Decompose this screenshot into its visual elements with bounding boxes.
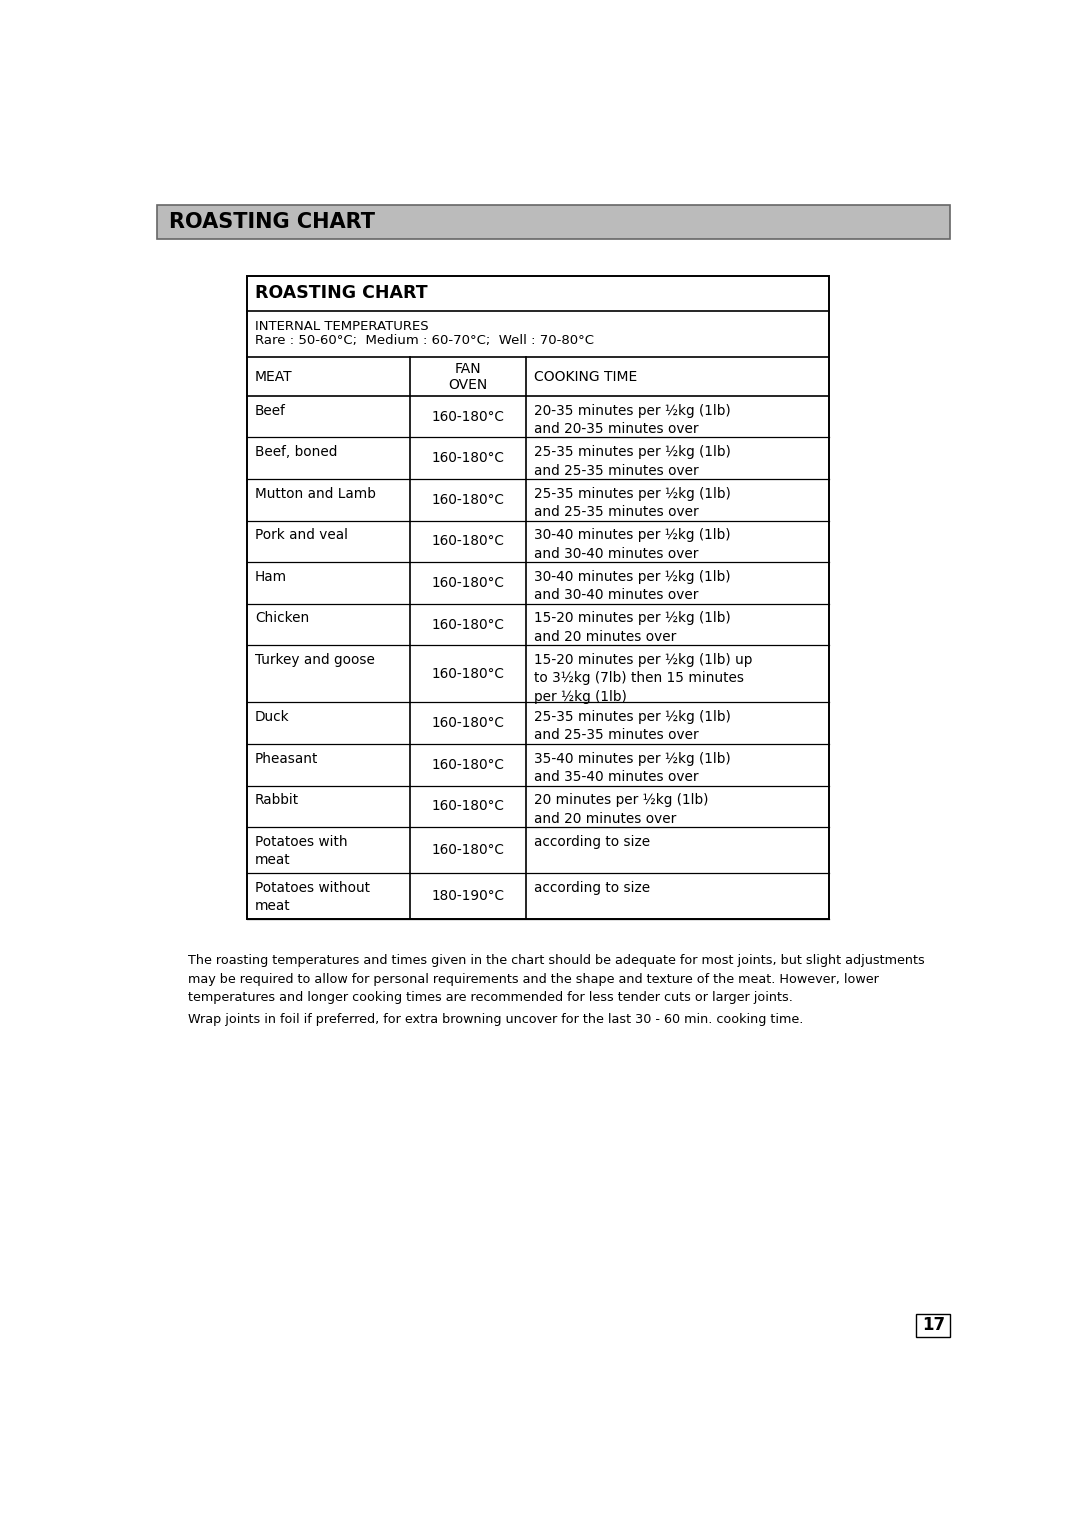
Text: 30-40 minutes per ½kg (1lb)
and 30-40 minutes over: 30-40 minutes per ½kg (1lb) and 30-40 mi…: [535, 529, 731, 561]
Text: 160-180°C: 160-180°C: [432, 717, 504, 730]
Text: ROASTING CHART: ROASTING CHART: [255, 284, 428, 303]
Text: 160-180°C: 160-180°C: [432, 843, 504, 857]
Text: according to size: according to size: [535, 834, 650, 848]
Text: 25-35 minutes per ½kg (1lb)
and 25-35 minutes over: 25-35 minutes per ½kg (1lb) and 25-35 mi…: [535, 445, 731, 478]
Text: 17: 17: [921, 1316, 945, 1334]
Text: 160-180°C: 160-180°C: [432, 576, 504, 590]
Text: Potatoes with
meat: Potatoes with meat: [255, 834, 348, 868]
Bar: [247, 275, 828, 920]
Text: Mutton and Lamb: Mutton and Lamb: [255, 487, 376, 501]
Text: COOKING TIME: COOKING TIME: [535, 370, 637, 384]
Text: 20-35 minutes per ½kg (1lb)
and 20-35 minutes over: 20-35 minutes per ½kg (1lb) and 20-35 mi…: [535, 403, 731, 435]
Text: Beef: Beef: [255, 403, 286, 417]
Text: 160-180°C: 160-180°C: [432, 410, 504, 423]
Text: 160-180°C: 160-180°C: [432, 451, 504, 465]
Text: INTERNAL TEMPERATURES: INTERNAL TEMPERATURES: [255, 319, 429, 333]
Text: Pork and veal: Pork and veal: [255, 529, 348, 542]
Text: Duck: Duck: [255, 711, 289, 724]
Text: Wrap joints in foil if preferred, for extra browning uncover for the last 30 - 6: Wrap joints in foil if preferred, for ex…: [188, 1013, 804, 1025]
Text: MEAT: MEAT: [255, 370, 293, 384]
Bar: [916, 1314, 950, 1337]
Text: 180-190°C: 180-190°C: [432, 889, 504, 903]
Text: FAN
OVEN: FAN OVEN: [448, 362, 488, 391]
Text: ROASTING CHART: ROASTING CHART: [170, 212, 375, 232]
Text: 30-40 minutes per ½kg (1lb)
and 30-40 minutes over: 30-40 minutes per ½kg (1lb) and 30-40 mi…: [535, 570, 731, 602]
Text: Beef, boned: Beef, boned: [255, 445, 337, 458]
Text: The roasting temperatures and times given in the chart should be adequate for mo: The roasting temperatures and times give…: [188, 953, 924, 1004]
Text: Ham: Ham: [255, 570, 287, 584]
Text: 15-20 minutes per ½kg (1lb)
and 20 minutes over: 15-20 minutes per ½kg (1lb) and 20 minut…: [535, 611, 731, 643]
Text: 15-20 minutes per ½kg (1lb) up
to 3½kg (7lb) then 15 minutes
per ½kg (1lb): 15-20 minutes per ½kg (1lb) up to 3½kg (…: [535, 652, 753, 704]
Text: according to size: according to size: [535, 882, 650, 895]
Text: 160-180°C: 160-180°C: [432, 799, 504, 813]
Text: 35-40 minutes per ½kg (1lb)
and 35-40 minutes over: 35-40 minutes per ½kg (1lb) and 35-40 mi…: [535, 752, 731, 784]
Text: 160-180°C: 160-180°C: [432, 535, 504, 549]
Text: Rare : 50-60°C;  Medium : 60-70°C;  Well : 70-80°C: Rare : 50-60°C; Medium : 60-70°C; Well :…: [255, 335, 594, 347]
Text: 25-35 minutes per ½kg (1lb)
and 25-35 minutes over: 25-35 minutes per ½kg (1lb) and 25-35 mi…: [535, 487, 731, 520]
Text: 160-180°C: 160-180°C: [432, 617, 504, 631]
Text: 160-180°C: 160-180°C: [432, 666, 504, 681]
Text: Chicken: Chicken: [255, 611, 309, 625]
Text: Rabbit: Rabbit: [255, 793, 299, 807]
Text: 160-180°C: 160-180°C: [432, 758, 504, 772]
Text: 20 minutes per ½kg (1lb)
and 20 minutes over: 20 minutes per ½kg (1lb) and 20 minutes …: [535, 793, 708, 825]
Text: Pheasant: Pheasant: [255, 752, 319, 766]
Text: 25-35 minutes per ½kg (1lb)
and 25-35 minutes over: 25-35 minutes per ½kg (1lb) and 25-35 mi…: [535, 711, 731, 743]
Text: Potatoes without
meat: Potatoes without meat: [255, 882, 370, 914]
Text: 160-180°C: 160-180°C: [432, 494, 504, 507]
Bar: [157, 205, 950, 238]
Text: Turkey and goose: Turkey and goose: [255, 652, 375, 668]
